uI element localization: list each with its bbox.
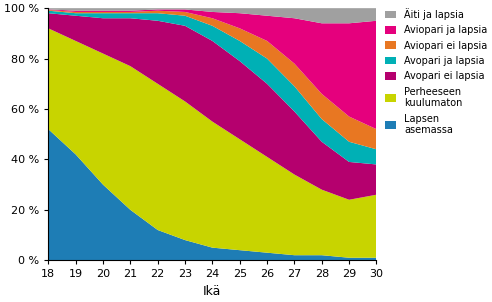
Legend: Äiti ja lapsia, Aviopari ja lapsia, Aviopari ei lapsia, Avopari ja lapsia, Avopa: Äiti ja lapsia, Aviopari ja lapsia, Avio… xyxy=(385,8,487,135)
X-axis label: Ikä: Ikä xyxy=(203,285,221,298)
